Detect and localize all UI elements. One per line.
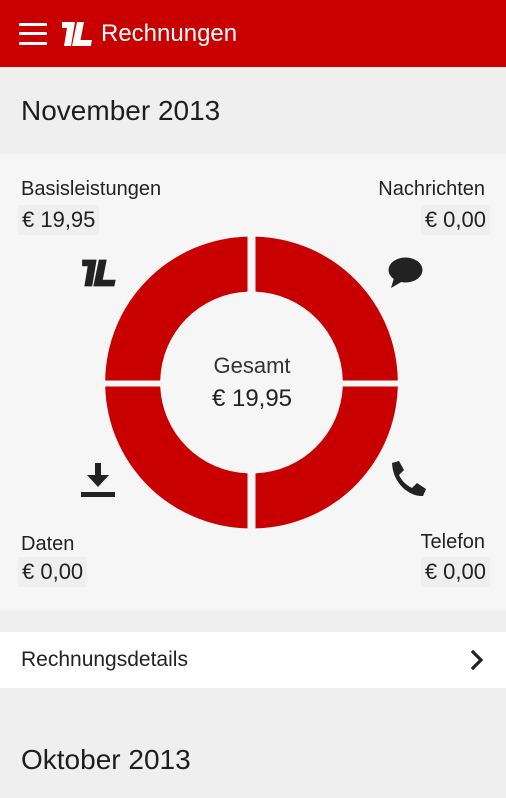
invoice-details-row[interactable]: Rechnungsdetails <box>0 632 506 688</box>
total-value: € 19,95 <box>211 385 293 412</box>
menu-icon[interactable] <box>19 22 47 45</box>
donut-segment-daten <box>105 386 248 529</box>
download-icon <box>81 463 115 497</box>
basis-label: Basisleistungen <box>21 178 162 200</box>
phone-icon <box>392 461 426 497</box>
nachrichten-label: Nachrichten <box>378 178 485 200</box>
daten-label: Daten <box>21 533 75 555</box>
invoice-donut-chart <box>105 236 398 529</box>
app-bar: Rechnungen <box>0 0 506 67</box>
brand-logo-icon <box>82 259 116 287</box>
brand-logo-icon <box>62 21 92 46</box>
basis-value: € 19,95 <box>18 205 100 235</box>
app-title: Rechnungen <box>101 19 238 47</box>
invoice-details-label: Rechnungsdetails <box>21 648 188 671</box>
telefon-value: € 0,00 <box>420 557 490 587</box>
month-title-november: November 2013 <box>0 67 506 154</box>
telefon-label: Telefon <box>420 531 486 553</box>
donut-segment-basis <box>105 236 248 381</box>
donut-segment-nachrichten <box>255 236 398 381</box>
chevron-right-icon <box>470 649 484 671</box>
month-title-oktober[interactable]: Oktober 2013 <box>0 690 506 798</box>
total-label: Gesamt <box>213 353 291 378</box>
nachrichten-value: € 0,00 <box>420 205 490 235</box>
invoice-summary-card[interactable]: Basisleistungen € 19,95 Nachrichten € 0,… <box>0 154 506 610</box>
speech-bubble-icon <box>388 257 423 288</box>
donut-segment-telefon <box>255 386 398 529</box>
daten-value: € 0,00 <box>18 557 88 587</box>
